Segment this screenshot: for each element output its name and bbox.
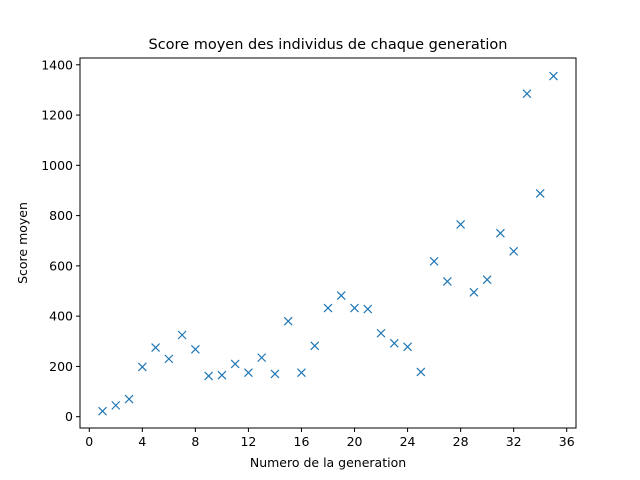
data-point-marker [429, 256, 439, 266]
data-point-marker [363, 304, 373, 314]
axis-ticks: 0 4 8 12 16 20 24 28 32 36 0 200 400 600 800 1000 1200 14… [41, 57, 575, 449]
plot-frame [79, 57, 577, 429]
data-point-marker [98, 406, 107, 416]
data-point-marker [535, 189, 545, 198]
data-point-marker [509, 246, 519, 256]
y-tick-label: 800 [49, 208, 73, 223]
data-point-marker [151, 343, 161, 352]
x-tick-label: 16 [294, 434, 310, 449]
data-point-marker [137, 362, 147, 372]
data-point-marker [283, 316, 293, 326]
y-tick-label: 1400 [41, 57, 73, 72]
y-tick-label: 400 [49, 309, 73, 324]
data-point-marker [482, 275, 492, 285]
data-point-marker [217, 370, 227, 380]
y-tick-label: 200 [49, 359, 73, 374]
x-tick-label: 28 [453, 434, 469, 449]
data-point-marker [549, 71, 558, 81]
x-tick-label: 12 [240, 434, 256, 449]
data-point-marker [350, 303, 359, 313]
data-point-marker [297, 368, 306, 378]
y-tick-label: 0 [65, 409, 73, 424]
x-tick-label: 32 [506, 434, 522, 449]
y-tick-label: 1200 [41, 108, 73, 123]
x-tick-label: 4 [138, 434, 146, 449]
data-point-marker [111, 400, 121, 410]
x-axis-label: Numero de la generation [250, 455, 406, 470]
data-point-marker [522, 89, 532, 99]
data-point-marker [177, 330, 187, 340]
data-point-marker [469, 287, 479, 297]
data-point-marker [495, 228, 505, 238]
chart-title: Score moyen des individus de chaque gene… [149, 37, 508, 53]
data-point-marker [270, 369, 280, 379]
x-tick-label: 0 [85, 434, 93, 449]
y-axis-label: Score moyen [15, 202, 30, 284]
x-tick-label: 36 [559, 434, 575, 449]
data-point-marker [416, 367, 426, 377]
x-tick-label: 8 [191, 434, 199, 449]
data-point-marker [389, 338, 399, 348]
data-point-marker [164, 354, 174, 364]
data-point-marker [204, 371, 214, 381]
data-point-marker [310, 341, 320, 351]
data-point-marker [403, 342, 412, 352]
x-tick-label: 20 [347, 434, 363, 449]
data-point-marker [230, 359, 240, 369]
data-point-marker [376, 328, 386, 338]
data-point-marker [190, 344, 200, 354]
data-points [98, 71, 558, 416]
data-point-marker [124, 394, 134, 404]
y-tick-label: 1000 [41, 158, 73, 173]
data-point-marker [336, 291, 346, 300]
data-point-marker [323, 303, 333, 313]
data-point-marker [442, 277, 452, 286]
data-point-marker [257, 353, 267, 363]
x-tick-label: 24 [400, 434, 416, 449]
data-point-marker [244, 368, 253, 378]
data-point-marker [456, 219, 466, 229]
y-tick-label: 600 [49, 258, 73, 273]
